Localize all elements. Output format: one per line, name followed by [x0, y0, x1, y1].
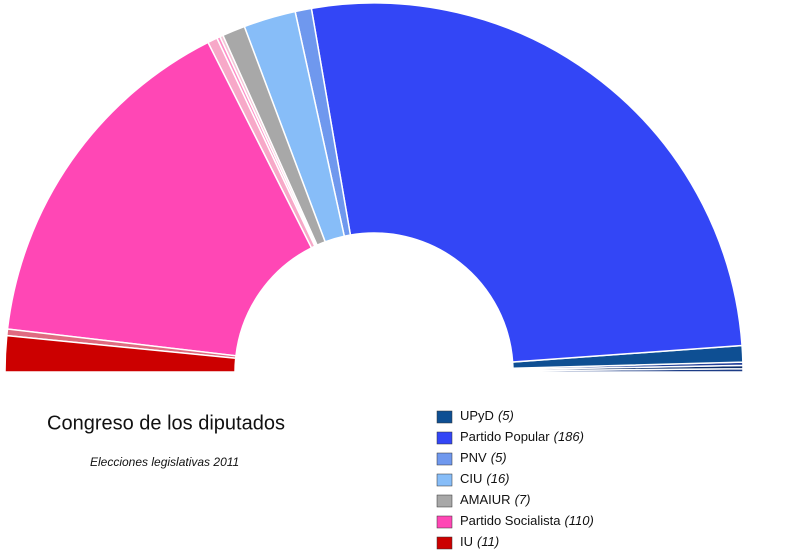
- legend-name: PNV: [460, 450, 487, 465]
- legend-swatch: [436, 515, 453, 529]
- seat-slice: [4, 334, 237, 373]
- legend-name: AMAIUR: [460, 492, 511, 507]
- legend-label: AMAIUR (7): [460, 492, 530, 507]
- legend-label: PNV (5): [460, 450, 507, 465]
- legend-name: IU: [460, 534, 473, 549]
- legend-count: (5): [498, 408, 514, 423]
- legend-name: Partido Popular: [460, 429, 550, 444]
- legend-label: CIU (16): [460, 471, 510, 486]
- legend-swatch: [436, 494, 453, 508]
- legend-label: Partido Socialista (110): [460, 513, 594, 528]
- legend-count: (186): [554, 429, 584, 444]
- legend-name: UPyD: [460, 408, 494, 423]
- chart-subtitle: Elecciones legislativas 2011: [90, 455, 239, 469]
- legend-name: CIU: [460, 471, 482, 486]
- legend-count: (16): [486, 471, 509, 486]
- legend-swatch: [436, 536, 453, 550]
- legend-swatch: [436, 431, 453, 445]
- legend-label: Partido Popular (186): [460, 429, 584, 444]
- legend-swatch: [436, 473, 453, 487]
- legend-label: UPyD (5): [460, 408, 514, 423]
- legend-label: IU (11): [460, 534, 499, 549]
- seat-slice: [6, 41, 313, 357]
- legend-swatch: [436, 452, 453, 466]
- legend-swatch: [436, 410, 453, 424]
- legend-count: (110): [564, 513, 593, 528]
- legend-count: (7): [515, 492, 531, 507]
- legend-count: (5): [491, 450, 507, 465]
- chart-title: Congreso de los diputados: [47, 412, 285, 434]
- legend-count: (11): [477, 534, 499, 549]
- seat-slice: [310, 2, 743, 363]
- legend-name: Partido Socialista: [460, 513, 561, 528]
